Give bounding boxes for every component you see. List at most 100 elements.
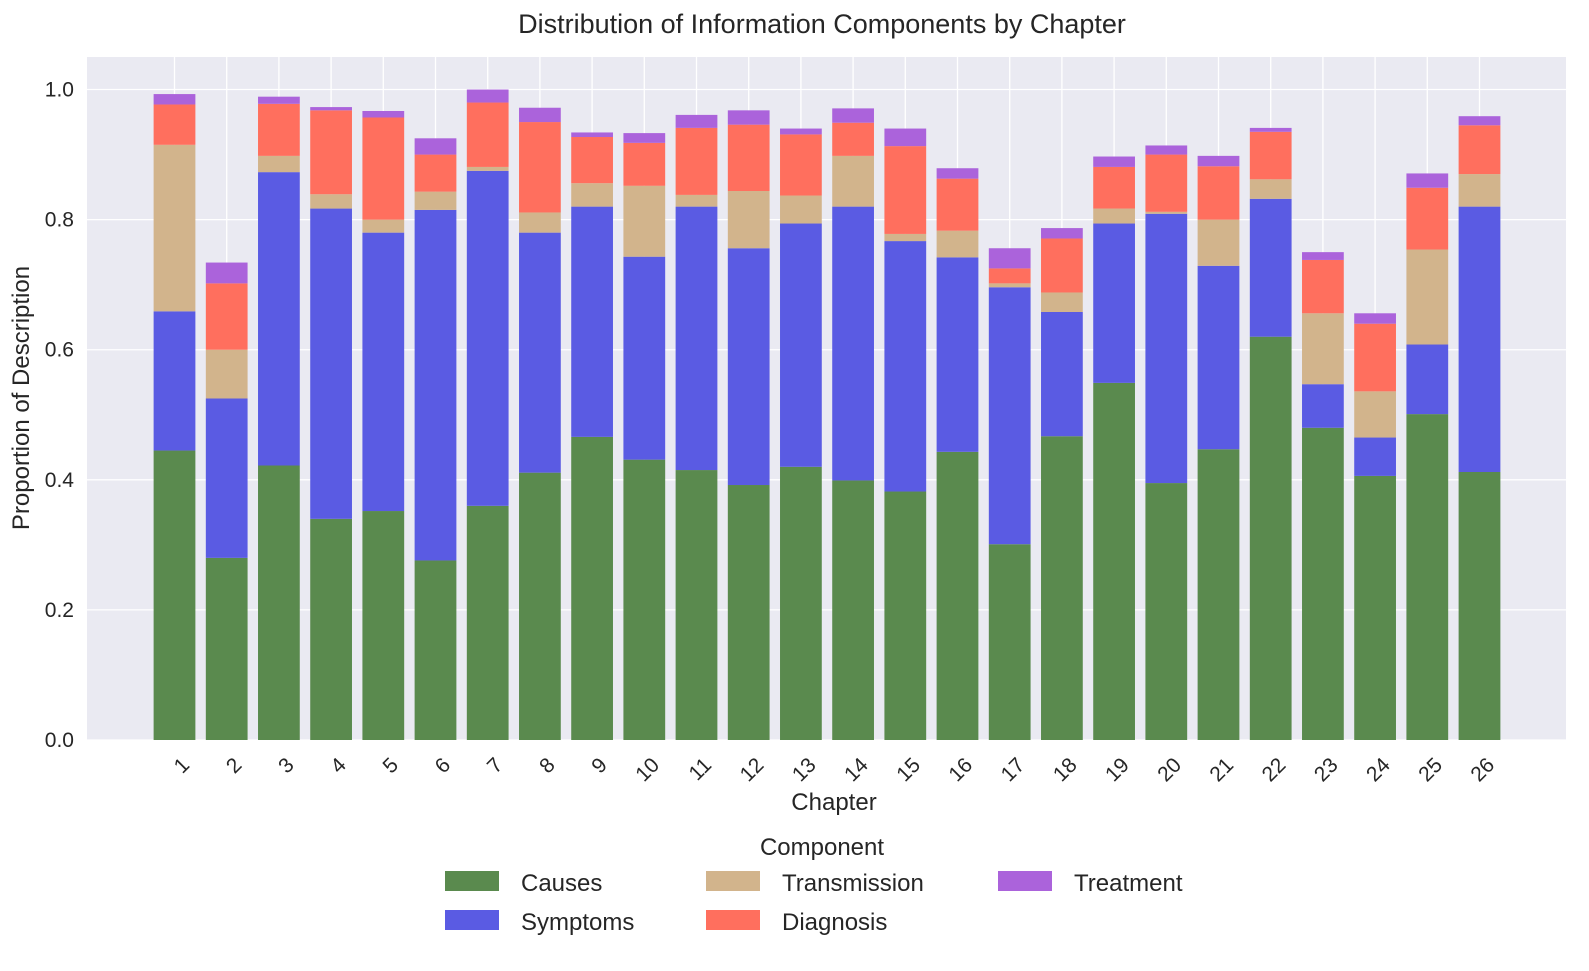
bar-diagnosis-chapter-26: [1458, 125, 1501, 175]
bar-treatment-chapter-26: [1458, 116, 1501, 126]
bar-transmission-chapter-22: [1249, 179, 1292, 199]
bar-causes-chapter-8: [519, 472, 561, 740]
bar-causes-chapter-9: [571, 436, 613, 740]
x-tick-label: 22: [1258, 753, 1291, 786]
x-tick-label: 16: [944, 753, 977, 786]
bar-diagnosis-chapter-9: [571, 137, 613, 184]
legend-swatch-symptoms: [445, 910, 499, 930]
x-tick-label: 21: [1205, 753, 1238, 786]
x-tick-label: 6: [431, 753, 456, 778]
x-tick-label: 19: [1101, 753, 1134, 786]
bar-treatment-chapter-3: [258, 96, 300, 104]
bar-symptoms-chapter-13: [780, 223, 822, 467]
legend-swatch-causes: [445, 871, 499, 891]
bar-transmission-chapter-21: [1197, 219, 1240, 266]
bar-causes-chapter-26: [1458, 472, 1501, 740]
bar-transmission-chapter-3: [258, 155, 300, 173]
bar-causes-chapter-25: [1406, 414, 1449, 740]
bar-transmission-chapter-18: [1041, 292, 1083, 312]
bar-treatment-chapter-4: [310, 107, 352, 111]
y-axis-label: Proportion of Description: [8, 266, 35, 530]
bar-treatment-chapter-25: [1406, 173, 1449, 188]
bar-treatment-chapter-1: [153, 94, 196, 105]
bar-treatment-chapter-13: [780, 128, 822, 135]
y-tick-label: 0.0: [45, 729, 74, 752]
bar-transmission-chapter-7: [466, 166, 509, 171]
bar-treatment-chapter-8: [519, 107, 561, 123]
bar-causes-chapter-7: [466, 505, 509, 740]
legend-label-symptoms: Symptoms: [521, 909, 634, 936]
bar-causes-chapter-10: [623, 459, 666, 740]
bar-treatment-chapter-21: [1197, 155, 1240, 167]
x-tick-label: 26: [1466, 753, 1499, 786]
bar-transmission-chapter-11: [675, 194, 718, 207]
bar-treatment-chapter-7: [466, 89, 509, 103]
y-tick-label: 0.8: [45, 209, 74, 232]
bars: [153, 89, 1501, 740]
bar-causes-chapter-13: [780, 466, 822, 740]
bar-transmission-chapter-4: [310, 194, 352, 209]
bar-transmission-chapter-6: [414, 191, 457, 210]
bar-diagnosis-chapter-21: [1197, 166, 1240, 220]
bar-symptoms-chapter-21: [1197, 265, 1240, 450]
bar-treatment-chapter-18: [1041, 228, 1083, 239]
bar-transmission-chapter-5: [362, 219, 405, 233]
bar-symptoms-chapter-12: [727, 248, 770, 486]
x-tick-label: 15: [892, 753, 925, 786]
bar-diagnosis-chapter-17: [988, 268, 1031, 284]
y-tick-label: 0.2: [45, 599, 74, 622]
bar-diagnosis-chapter-23: [1302, 259, 1344, 314]
bar-symptoms-chapter-15: [884, 241, 927, 492]
x-tick-label: 2: [222, 753, 247, 778]
bar-symptoms-chapter-7: [466, 170, 509, 506]
bar-diagnosis-chapter-2: [205, 283, 248, 350]
bar-causes-chapter-6: [414, 560, 457, 740]
bar-symptoms-chapter-25: [1406, 344, 1449, 415]
bar-symptoms-chapter-2: [205, 398, 248, 558]
bar-symptoms-chapter-6: [414, 209, 457, 561]
x-tick-label: 9: [587, 753, 612, 778]
bar-treatment-chapter-23: [1302, 252, 1344, 260]
bar-diagnosis-chapter-24: [1354, 323, 1396, 392]
legend-label-causes: Causes: [521, 870, 602, 897]
bar-causes-chapter-18: [1041, 436, 1083, 740]
x-tick-label: 12: [736, 753, 769, 786]
x-tick-label: 14: [840, 753, 873, 786]
bar-causes-chapter-15: [884, 491, 927, 740]
bar-causes-chapter-16: [936, 451, 979, 740]
x-tick-label: 5: [378, 753, 403, 778]
bar-causes-chapter-20: [1145, 483, 1188, 740]
legend: Causes Symptoms Transmission Diagnosis Treat…: [445, 870, 1183, 936]
bar-transmission-chapter-26: [1458, 174, 1501, 207]
bar-transmission-chapter-14: [832, 155, 874, 207]
bar-diagnosis-chapter-20: [1145, 154, 1188, 212]
bar-transmission-chapter-8: [519, 212, 561, 233]
bar-diagnosis-chapter-10: [623, 142, 666, 186]
bar-causes-chapter-11: [675, 470, 718, 740]
bar-diagnosis-chapter-3: [258, 103, 300, 156]
bar-treatment-chapter-9: [571, 132, 613, 138]
bar-causes-chapter-21: [1197, 449, 1240, 740]
legend-swatch-treatment: [998, 871, 1052, 891]
bar-transmission-chapter-15: [884, 233, 927, 242]
bar-diagnosis-chapter-22: [1249, 131, 1292, 180]
bar-transmission-chapter-9: [571, 183, 613, 207]
bar-causes-chapter-24: [1354, 475, 1396, 740]
x-tick-label: 8: [535, 753, 560, 778]
legend-swatch-diagnosis: [706, 910, 760, 930]
legend-title: Component: [760, 834, 884, 861]
bar-symptoms-chapter-4: [310, 208, 352, 519]
bar-symptoms-chapter-17: [988, 287, 1031, 545]
bar-diagnosis-chapter-14: [832, 122, 874, 156]
bar-diagnosis-chapter-12: [727, 124, 770, 191]
bar-treatment-chapter-5: [362, 110, 405, 118]
legend-swatch-transmission: [706, 871, 760, 891]
legend-label-transmission: Transmission: [782, 870, 924, 897]
y-tick-label: 0.6: [45, 339, 74, 362]
bar-diagnosis-chapter-15: [884, 146, 927, 234]
bar-treatment-chapter-22: [1249, 127, 1292, 132]
bar-transmission-chapter-24: [1354, 391, 1396, 438]
x-tick-label: 10: [631, 753, 664, 786]
bar-diagnosis-chapter-18: [1041, 238, 1083, 293]
